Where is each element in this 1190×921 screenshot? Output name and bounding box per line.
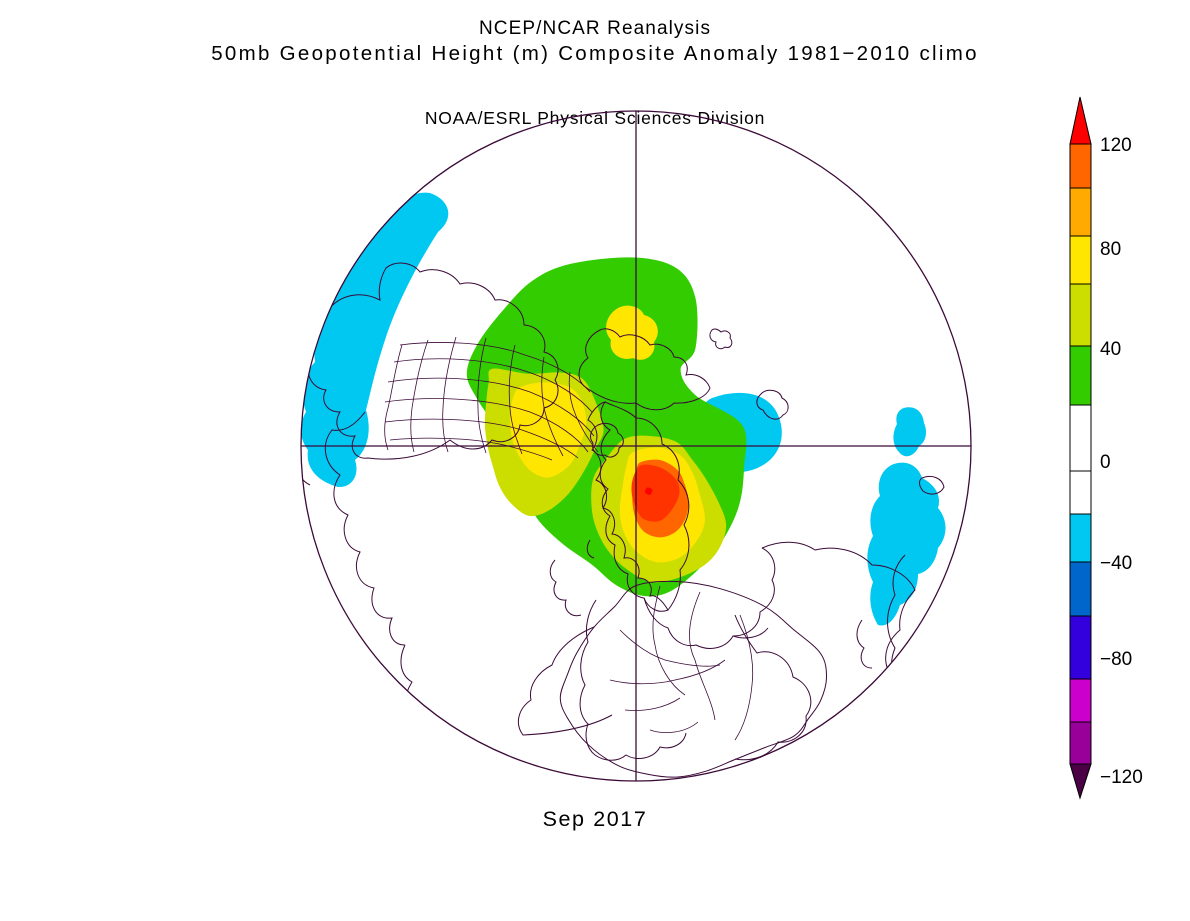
svg-text:−80: −80 <box>1100 649 1132 670</box>
svg-text:0: 0 <box>1100 452 1111 473</box>
svg-text:40: 40 <box>1100 339 1121 360</box>
svg-text:−120: −120 <box>1100 767 1143 788</box>
svg-text:120: 120 <box>1100 135 1132 156</box>
svg-text:80: 80 <box>1100 239 1121 260</box>
svg-text:−40: −40 <box>1100 553 1132 574</box>
